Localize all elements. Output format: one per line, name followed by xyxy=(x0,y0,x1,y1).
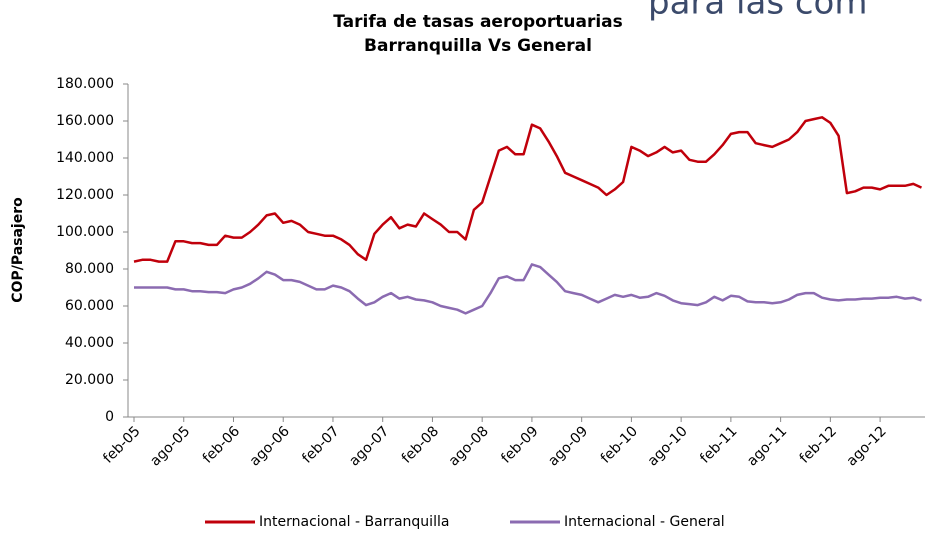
y-tick-label: 180.000 xyxy=(56,76,114,92)
chart-subtitle: Barranquilla Vs General xyxy=(364,36,592,56)
chart-title: Tarifa de tasas aeroportuarias xyxy=(333,12,623,32)
x-tick-label: ago-10 xyxy=(645,423,691,469)
y-tick-label: 120.000 xyxy=(56,187,114,203)
x-tick-label: feb-07 xyxy=(299,423,342,466)
x-tick-label: ago-09 xyxy=(545,423,591,469)
x-tick-label: feb-06 xyxy=(200,423,243,466)
x-tick-label: ago-12 xyxy=(844,423,890,469)
series-line xyxy=(133,116,923,263)
x-tick-label: ago-08 xyxy=(446,423,492,469)
series-line xyxy=(134,263,922,315)
y-tick-label: 60.000 xyxy=(65,298,114,314)
x-tick-label: feb-05 xyxy=(100,423,143,466)
y-tick-label: 160.000 xyxy=(56,113,114,129)
x-tick-label: ago-11 xyxy=(744,423,790,469)
x-tick-label: feb-09 xyxy=(498,423,541,466)
x-tick-label: ago-07 xyxy=(346,423,392,469)
legend-label: Internacional - General xyxy=(564,514,725,530)
y-tick-label: 140.000 xyxy=(56,150,114,166)
y-tick-label: 0 xyxy=(105,409,114,425)
y-tick-label: 40.000 xyxy=(65,335,114,351)
y-tick-label: 80.000 xyxy=(65,261,114,277)
legend-label: Internacional - Barranquilla xyxy=(259,514,449,530)
x-tick-label: feb-12 xyxy=(797,423,840,466)
x-tick-label: ago-06 xyxy=(247,423,293,469)
x-tick-label: feb-11 xyxy=(697,423,740,466)
x-tick-label: feb-10 xyxy=(598,423,641,466)
y-tick-label: 20.000 xyxy=(65,372,114,388)
background-text: para las com xyxy=(648,0,867,23)
x-tick-label: feb-08 xyxy=(399,423,442,466)
y-axis-label: COP/Pasajero xyxy=(10,197,26,303)
x-tick-label: ago-05 xyxy=(147,423,193,469)
y-tick-label: 100.000 xyxy=(56,224,114,240)
